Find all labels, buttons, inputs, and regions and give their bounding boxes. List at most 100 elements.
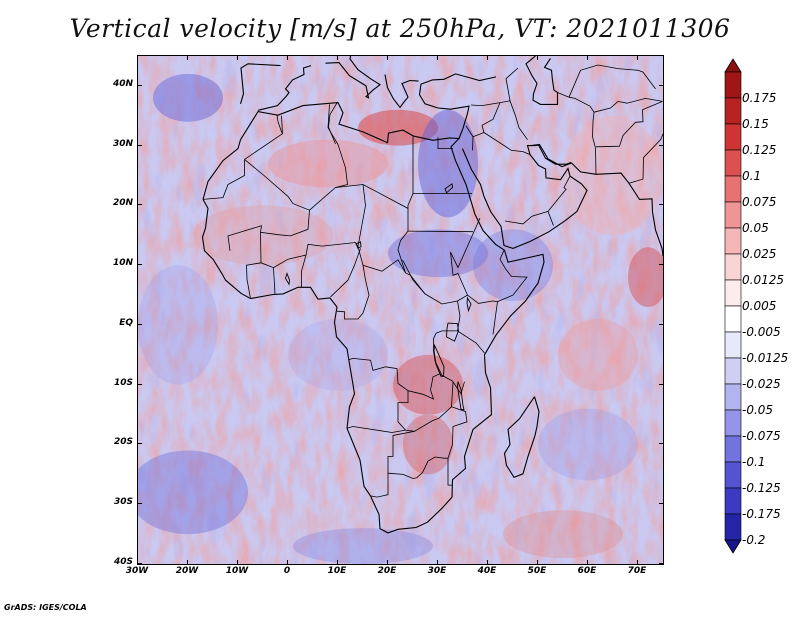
country-border-14	[330, 248, 361, 298]
field-region-9	[563, 115, 663, 236]
map-title: Vertical velocity [m/s] at 250hPa, VT: 2…	[69, 14, 731, 43]
field-region-8	[403, 414, 453, 475]
lat-tick-label: 20N	[112, 198, 133, 209]
country-border-27	[437, 137, 453, 149]
lon-tick-mark	[487, 56, 488, 60]
colorbar-swatch	[724, 461, 742, 489]
country-border-11	[246, 262, 262, 299]
country-border-23	[450, 217, 481, 296]
lat-tick-mark	[138, 264, 142, 266]
map-panel	[137, 55, 664, 565]
field-region-12	[138, 450, 248, 535]
lat-tick-mark	[138, 84, 142, 86]
field-region-11	[558, 318, 638, 391]
country-border-9	[227, 210, 310, 251]
country-border-21	[447, 458, 452, 486]
colorbar-level-label: -0.175	[742, 507, 781, 521]
country-border-20	[370, 473, 389, 498]
lake-victoria	[446, 322, 459, 342]
colorbar-level-label: 0.0125	[742, 273, 784, 287]
colorbar-min-arrow	[724, 539, 742, 554]
lon-tick-mark	[537, 560, 538, 564]
lake-turkana	[466, 296, 472, 313]
colorbar-level-label: 0.05	[742, 221, 769, 235]
africa-coastline	[201, 102, 545, 534]
country-border-41	[276, 115, 283, 134]
colorbar-level-label: 0.1	[742, 169, 762, 183]
colorbar-level-label: 0.025	[742, 247, 777, 261]
field-region-6	[153, 73, 223, 122]
colorbar-swatch	[724, 175, 742, 203]
lon-tick-label: 20W	[175, 566, 199, 576]
lat-tick-mark	[138, 144, 142, 146]
colorbar	[724, 58, 742, 554]
country-border-24	[457, 300, 461, 331]
colorbar-level-label: 0.075	[742, 195, 777, 209]
lon-tick-label: 10W	[225, 566, 249, 576]
colorbar-level-label: -0.075	[742, 429, 781, 443]
lat-tick-label: 20S	[113, 437, 133, 448]
lat-tick-label: 10S	[113, 377, 133, 388]
colorbar-swatch	[724, 123, 742, 151]
levant-coastline	[418, 73, 497, 139]
country-border-7	[336, 184, 370, 320]
lat-tick-mark	[659, 84, 663, 86]
country-border-22	[433, 333, 442, 375]
colorbar-swatch	[724, 149, 742, 177]
country-border-13	[301, 254, 307, 288]
country-border-19	[387, 406, 468, 479]
colorbar-level-label: -0.2	[742, 533, 766, 547]
country-border-0	[202, 159, 245, 200]
lon-tick-mark	[537, 56, 538, 60]
lon-tick-label: 60E	[577, 566, 597, 576]
lon-tick-label: 10E	[327, 566, 347, 576]
caspian-coastline	[525, 56, 559, 105]
lon-tick-mark	[587, 56, 588, 60]
field-region-16	[503, 510, 623, 559]
lat-tick-mark	[138, 323, 142, 325]
colorbar-swatch	[724, 305, 742, 333]
country-border-36	[593, 97, 663, 113]
lat-tick-mark	[659, 204, 663, 206]
colorbar-level-label: -0.005	[742, 325, 781, 339]
lon-tick-mark	[287, 56, 288, 60]
country-border-3	[335, 136, 414, 210]
country-border-26	[497, 250, 528, 302]
spain-east-coastline	[257, 65, 312, 111]
europe-south-coastline	[239, 63, 281, 104]
colorbar-level-label: 0.175	[742, 91, 777, 105]
colorbar-swatch	[724, 201, 742, 229]
lake-tanganyika	[433, 343, 445, 377]
country-border-31	[509, 100, 528, 140]
lon-tick-mark	[437, 56, 438, 60]
country-border-8	[362, 259, 406, 274]
country-border-40	[568, 64, 656, 98]
country-border-6	[407, 230, 474, 233]
lat-tick-label: 30S	[113, 497, 133, 508]
lon-tick-mark	[387, 56, 388, 60]
lat-tick-mark	[659, 563, 663, 564]
lake-nasser	[444, 183, 453, 194]
field-region-17	[538, 408, 638, 481]
country-border-35	[592, 112, 597, 175]
lon-tick-label: 50E	[527, 566, 547, 576]
lon-tick-mark	[337, 56, 338, 60]
lon-tick-mark	[637, 56, 638, 60]
colorbar-level-label: -0.025	[742, 377, 781, 391]
lon-tick-mark	[437, 560, 438, 564]
country-border-25	[402, 259, 426, 295]
field-region-5	[473, 229, 553, 302]
greece-coastline	[384, 74, 419, 109]
lon-tick-label: 40E	[477, 566, 497, 576]
lake-volta	[285, 272, 290, 286]
lat-tick-label: 30N	[112, 138, 133, 149]
colorbar-swatch	[724, 97, 742, 125]
lat-tick-mark	[138, 503, 142, 505]
country-border-5	[397, 208, 498, 335]
country-border-38	[628, 133, 663, 184]
italy-coastline	[325, 56, 381, 99]
colorbar-swatch	[724, 331, 742, 359]
lat-tick-label: EQ	[119, 317, 133, 328]
lon-tick-label: 70E	[627, 566, 647, 576]
colorbar-swatch	[724, 357, 742, 385]
